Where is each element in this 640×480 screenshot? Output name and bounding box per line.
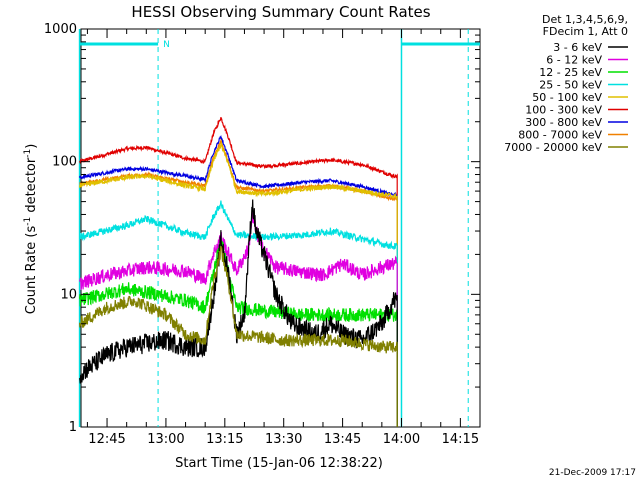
series-layer	[79, 117, 398, 427]
legend-entry: 12 - 25 keV	[539, 66, 602, 79]
legend-entry: 6 - 12 keV	[546, 54, 602, 67]
legend-header: Det 1,3,4,5,6,9,	[542, 13, 628, 26]
x-tick-label: 13:30	[265, 432, 302, 447]
y-tick-label: 10	[60, 287, 77, 302]
legend-entry: 7000 - 20000 keV	[504, 141, 602, 154]
plot-frame	[80, 28, 481, 428]
x-tick-label: 13:45	[324, 432, 361, 447]
x-tick-label: 13:15	[206, 432, 243, 447]
y-tick-label: 1000	[44, 22, 77, 37]
x-tick-label: 14:15	[442, 432, 479, 447]
night-markers: N	[78, 29, 480, 427]
x-tick-label: 13:00	[147, 432, 184, 447]
legend: Det 1,3,4,5,6,9,FDecim 1, Att 0 3 - 6 keV…	[504, 13, 628, 154]
x-tick-label: 12:45	[88, 432, 125, 447]
night-bar-label: N	[163, 40, 170, 50]
legend-entry: 100 - 300 keV	[525, 104, 602, 117]
series-line	[79, 141, 398, 427]
series-line	[79, 245, 398, 427]
legend-entry: 3 - 6 keV	[553, 41, 602, 54]
series-line	[79, 134, 398, 427]
legend-entry: 25 - 50 keV	[539, 79, 602, 92]
series-line	[79, 117, 398, 427]
series-line	[79, 200, 398, 427]
footer-date: 21-Dec-2009 17:17	[549, 468, 636, 478]
y-tick-label: 1	[69, 420, 77, 435]
x-tick-label: 14:00	[383, 432, 420, 447]
series-line	[79, 212, 398, 427]
series-line	[79, 138, 398, 427]
series-line	[79, 239, 398, 427]
legend-header: FDecim 1, Att 0	[543, 25, 628, 38]
legend-entry: 800 - 7000 keV	[518, 129, 602, 142]
legend-entry: 50 - 100 keV	[532, 91, 602, 104]
legend-entry: 300 - 800 keV	[525, 116, 602, 129]
x-axis-label: Start Time (15-Jan-06 12:38:22)	[175, 456, 383, 471]
chart-title: HESSI Observing Summary Count Rates	[131, 3, 430, 21]
y-axis-label: Count Rate (s-1 detector-1)	[23, 144, 39, 315]
axes: 1 10 100 1000 12:45 13:00 13:15 13:30 13:45 14:00…	[44, 22, 481, 447]
y-tick-label: 100	[52, 155, 77, 170]
